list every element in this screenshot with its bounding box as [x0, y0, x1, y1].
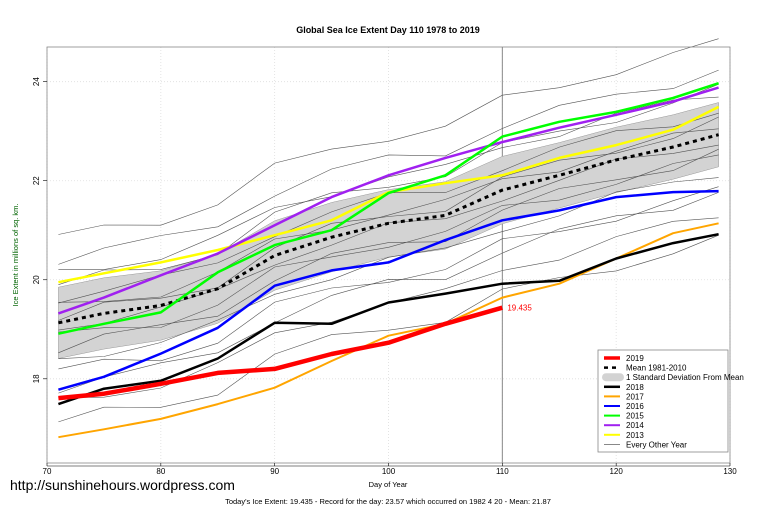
- other-year-line: [58, 38, 719, 235]
- y-tick-label: 24: [32, 77, 41, 86]
- chart-title: Global Sea Ice Extent Day 110 1978 to 20…: [296, 25, 480, 35]
- other-year-line: [58, 83, 719, 285]
- x-tick-label: 130: [723, 467, 737, 476]
- other-years-lines: [58, 38, 719, 423]
- legend-label: 2013: [626, 431, 644, 440]
- other-year-line: [58, 154, 719, 333]
- x-tick-label: 70: [43, 467, 52, 476]
- other-year-line: [58, 234, 719, 423]
- legend-swatch-band: [602, 373, 624, 382]
- series-line-2018: [57, 232, 719, 406]
- x-tick-label: 120: [609, 467, 623, 476]
- watermark-url: http://sunshinehours.wordpress.com: [10, 477, 235, 493]
- current-value-label: 19.435: [507, 304, 532, 313]
- y-tick-label: 22: [32, 176, 41, 185]
- legend-label: 1 Standard Deviation From Mean: [626, 373, 744, 382]
- x-tick-label: 110: [496, 467, 509, 476]
- legend-label: 2018: [626, 383, 644, 392]
- other-year-line: [58, 116, 719, 321]
- series-lines: 19.435: [57, 82, 720, 439]
- x-tick-label: 100: [382, 467, 396, 476]
- legend-label: 2016: [626, 402, 644, 411]
- footer-stats: Today's Ice Extent: 19.435 - Record for …: [225, 497, 551, 506]
- y-tick-label: 18: [32, 374, 41, 383]
- x-tick-label: 90: [270, 467, 279, 476]
- y-tick-label: 20: [32, 275, 41, 284]
- other-year-line: [58, 192, 719, 394]
- mean-1981-2010-line: [58, 133, 719, 325]
- other-year-line: [58, 186, 719, 370]
- other-year-line: [58, 148, 719, 354]
- mean-line: [58, 133, 719, 325]
- series-line-2015: [58, 82, 719, 335]
- legend-label: 2014: [626, 421, 644, 430]
- legend-label: Every Other Year: [626, 440, 687, 449]
- x-tick-label: 80: [156, 467, 165, 476]
- legend-label: 2015: [626, 412, 644, 421]
- other-year-line: [58, 177, 719, 359]
- other-year-line: [58, 128, 719, 303]
- series-line-2016: [58, 189, 719, 391]
- axes: 70 80 90 100 110 120 130 18 20 22 24: [32, 77, 737, 476]
- legend-label: 2019: [626, 354, 644, 363]
- y-axis-label: Ice Extent in millions of sq. km.: [11, 204, 20, 307]
- legend-label: Mean 1981-2010: [626, 364, 687, 373]
- legend-label: 2017: [626, 392, 644, 401]
- series-line-2019: [58, 305, 503, 401]
- series-line-2014: [57, 86, 719, 315]
- other-year-line: [58, 69, 719, 265]
- x-axis-label: Day of Year: [369, 480, 408, 489]
